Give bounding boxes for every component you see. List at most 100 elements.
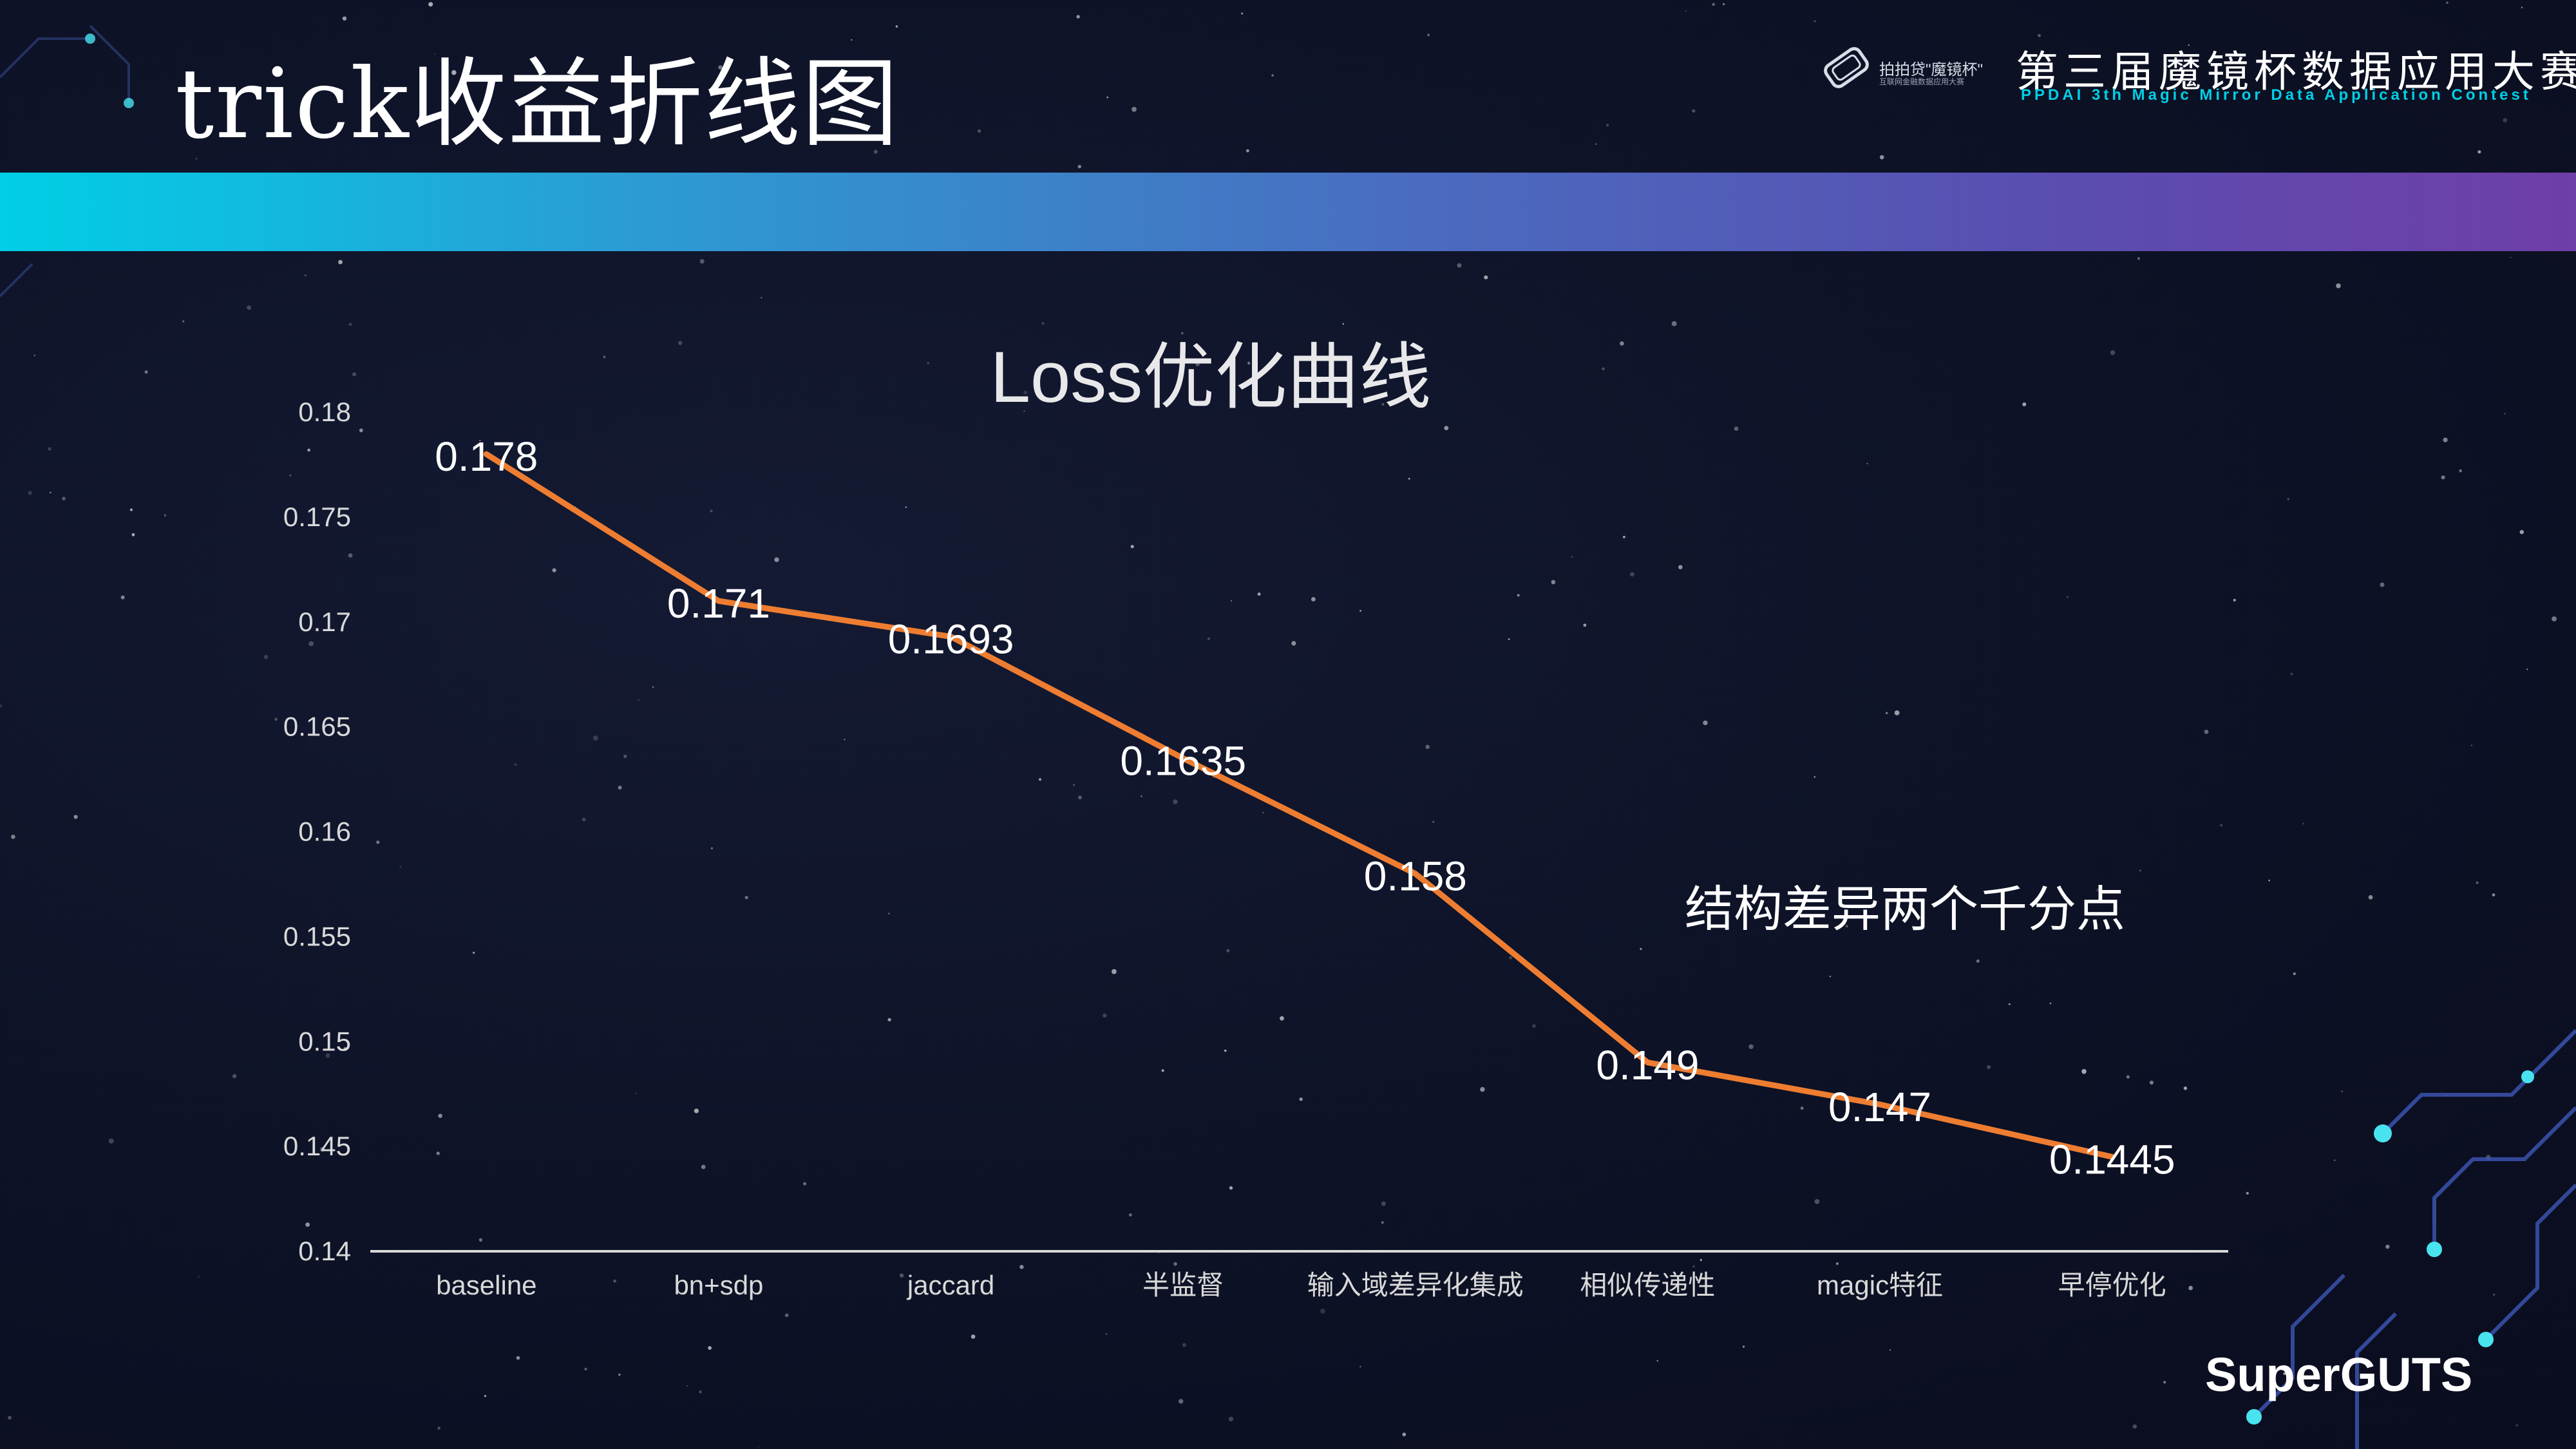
star-dot bbox=[1181, 332, 1184, 335]
x-axis-ticks: baseline bn+sdp jaccard 半监督 输入域差异化集成 相似传递性 mag… bbox=[436, 1270, 2166, 1300]
star-dot bbox=[436, 1151, 440, 1155]
star-dot bbox=[1700, 1258, 1702, 1262]
data-labels: 0.178 0.171 0.1693 0.1635 0.158 0.149 0.147 0.1… bbox=[435, 433, 2175, 1182]
star-dot bbox=[701, 1164, 706, 1170]
star-dot bbox=[718, 65, 723, 70]
star-dot bbox=[1692, 109, 1696, 113]
star-dot bbox=[399, 866, 401, 868]
x-tick-label: 半监督 bbox=[1142, 1270, 1224, 1300]
star-dot bbox=[1656, 1359, 1659, 1362]
star-dot bbox=[2188, 1285, 2193, 1291]
star-dot bbox=[1480, 1086, 1485, 1092]
star-dot bbox=[1671, 321, 1677, 327]
series-line bbox=[483, 451, 2116, 1160]
star-dot bbox=[1425, 744, 1430, 750]
star-dot bbox=[1241, 12, 1244, 15]
star-dot bbox=[348, 323, 352, 327]
star-dot bbox=[1889, 1349, 1891, 1351]
star-dot bbox=[2519, 530, 2524, 535]
star-dot bbox=[1019, 1265, 1024, 1269]
star-dot bbox=[1195, 362, 1200, 366]
data-label: 0.147 bbox=[1828, 1084, 1931, 1130]
star-dot bbox=[62, 497, 66, 500]
star-dot bbox=[971, 1334, 976, 1339]
star-dot bbox=[2126, 1075, 2130, 1079]
star-dot bbox=[195, 158, 198, 160]
star-dot bbox=[1247, 361, 1251, 365]
star-dot bbox=[164, 514, 167, 516]
star-dot bbox=[1182, 1343, 1186, 1347]
slide-title: trick收益折线图 bbox=[175, 48, 900, 160]
star-dot bbox=[582, 817, 586, 822]
star-dot bbox=[247, 305, 251, 310]
star-dot bbox=[2204, 730, 2209, 734]
star-dot bbox=[603, 355, 606, 359]
star-dot bbox=[2149, 1081, 2154, 1085]
star-dot bbox=[1692, 1265, 1695, 1268]
star-dot bbox=[2132, 1424, 2137, 1429]
brand-logo-text: SuperGUTS bbox=[2205, 1348, 2473, 1401]
star-dot bbox=[761, 297, 762, 299]
star-dot bbox=[1076, 15, 1080, 19]
chart-title: Loss优化曲线 bbox=[990, 337, 1432, 417]
star-dot bbox=[305, 1222, 310, 1227]
star-dot bbox=[1112, 969, 1117, 974]
star-dot bbox=[2233, 598, 2236, 602]
star-dot bbox=[1381, 1201, 1386, 1206]
star-dot bbox=[2334, 1159, 2336, 1161]
star-dot bbox=[2038, 33, 2041, 37]
data-label: 0.149 bbox=[1596, 1042, 1699, 1088]
star-dot bbox=[120, 595, 125, 600]
star-dot bbox=[618, 786, 622, 790]
star-dot bbox=[623, 754, 627, 759]
star-dot bbox=[1320, 1309, 1325, 1314]
x-tick-label: baseline bbox=[436, 1270, 536, 1300]
star-dot bbox=[2008, 1003, 2011, 1005]
star-dot bbox=[2443, 437, 2448, 442]
star-dot bbox=[1508, 638, 1510, 640]
star-dot bbox=[437, 1426, 440, 1430]
star-dot bbox=[1262, 811, 1264, 814]
star-dot bbox=[352, 372, 357, 377]
star-dot bbox=[2183, 1086, 2188, 1090]
star-dot bbox=[927, 362, 929, 365]
y-axis-ticks: 0.14 0.145 0.15 0.155 0.16 0.165 0.17 0.175 0.18 bbox=[283, 397, 351, 1266]
star-dot bbox=[678, 341, 683, 345]
star-dot bbox=[274, 717, 278, 721]
star-dot bbox=[2287, 498, 2289, 500]
star-dot bbox=[1629, 572, 1634, 577]
star-dot bbox=[2139, 869, 2141, 871]
star-dot bbox=[1814, 776, 1816, 778]
star-dot bbox=[699, 1390, 702, 1394]
data-label: 0.1635 bbox=[1120, 737, 1246, 784]
star-dot bbox=[711, 847, 713, 849]
star-dot bbox=[2336, 283, 2341, 289]
star-dot bbox=[1640, 947, 1642, 951]
star-dot bbox=[1106, 96, 1109, 99]
star-dot bbox=[1105, 1333, 1108, 1335]
star-dot bbox=[1342, 323, 1345, 325]
star-dot bbox=[49, 491, 52, 494]
star-dot bbox=[652, 686, 654, 688]
star-dot bbox=[1311, 597, 1316, 601]
chart-annotation: 结构差异两个千分点 bbox=[1685, 882, 2125, 937]
y-tick-label: 0.175 bbox=[283, 502, 351, 532]
star-dot bbox=[844, 739, 846, 741]
contest-title: 第三届魔镜杯数据应用大赛 bbox=[2016, 48, 2576, 95]
star-dot bbox=[2049, 1002, 2052, 1005]
star-dot bbox=[1571, 556, 1573, 558]
star-dot bbox=[325, 1053, 330, 1058]
star-dot bbox=[1132, 106, 1137, 112]
x-tick-label: 相似传递性 bbox=[1580, 1270, 1715, 1300]
star-dot bbox=[1041, 322, 1045, 325]
star-dot bbox=[338, 260, 343, 265]
star-dot bbox=[319, 1147, 325, 1152]
star-dot bbox=[48, 447, 52, 451]
star-dot bbox=[2188, 44, 2190, 46]
star-dot bbox=[144, 370, 148, 374]
y-tick-label: 0.165 bbox=[283, 712, 351, 742]
star-dot bbox=[1280, 1016, 1284, 1021]
star-dot bbox=[784, 1313, 789, 1318]
star-dot bbox=[2283, 1372, 2286, 1376]
star-dot bbox=[1381, 402, 1385, 406]
